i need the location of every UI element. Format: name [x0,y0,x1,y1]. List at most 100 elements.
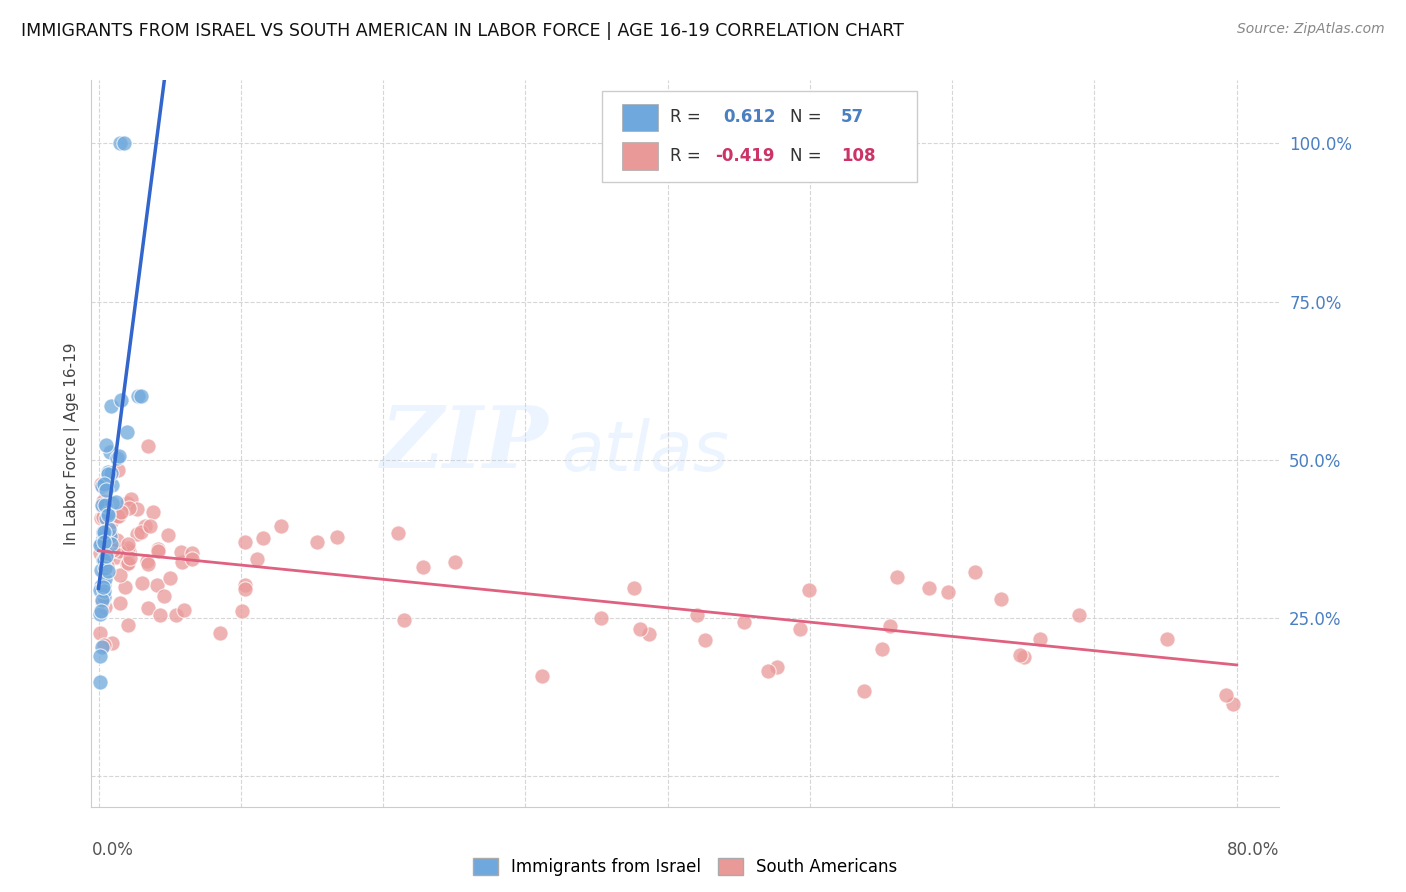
Point [105,550,128,565]
Point [94,483,117,497]
Point [965,565,987,579]
Point [233,582,256,597]
Point [107,463,129,477]
Point [89,546,111,560]
Point [136,557,159,571]
Point [852,683,875,698]
Point [134,518,156,533]
Point [96,549,118,564]
Point [97,522,120,536]
Point [96,511,118,525]
Text: 108: 108 [841,147,876,165]
Point [110,505,132,519]
Point [246,552,269,566]
Text: ZIP: ZIP [381,402,548,485]
Text: 0.0%: 0.0% [91,840,134,858]
Point [1222,698,1244,712]
Point [90,579,112,593]
Point [136,439,159,453]
Point [918,581,941,595]
Point [89,607,111,622]
Text: R =: R = [671,147,706,165]
Point [90,595,112,609]
Point [110,568,132,582]
Point [146,543,169,558]
Point [97,465,120,479]
Point [114,546,136,560]
Point [623,581,645,595]
Point [165,608,187,623]
Point [1029,632,1052,646]
Point [115,557,138,571]
Point [100,399,122,413]
Point [110,392,132,407]
Point [117,537,139,551]
Point [100,537,122,551]
Point [89,563,111,577]
Point [98,445,121,459]
Point [108,597,131,611]
Point [628,622,651,636]
Point [233,578,256,592]
Point [114,580,136,594]
Point [108,509,131,524]
Point [129,524,152,539]
Point [118,501,141,516]
Point [157,528,180,542]
Point [107,449,129,463]
Point [93,493,115,508]
Point [231,604,253,618]
Point [686,607,709,622]
Point [120,492,142,507]
Point [117,556,139,570]
Point [105,533,128,548]
Point [93,578,115,592]
Point [91,580,114,594]
Point [91,593,114,607]
Point [115,496,138,510]
Point [94,498,117,512]
Point [127,389,149,403]
Point [89,648,111,663]
Point [936,584,959,599]
Point [127,527,149,541]
Point [100,467,122,481]
Text: IMMIGRANTS FROM ISRAEL VS SOUTH AMERICAN IN LABOR FORCE | AGE 16-19 CORRELATION : IMMIGRANTS FROM ISRAEL VS SOUTH AMERICAN… [21,22,904,40]
Point [93,476,115,491]
Point [136,601,159,615]
Point [392,613,415,627]
Point [141,505,163,519]
Text: 57: 57 [841,108,865,127]
Point [127,501,149,516]
Point [90,477,112,491]
Point [100,528,122,542]
Point [208,626,231,640]
Point [789,622,811,636]
FancyBboxPatch shape [623,103,658,131]
Point [117,618,139,632]
Point [530,669,553,683]
Point [100,528,122,542]
Point [101,542,124,557]
Point [94,475,117,490]
Text: atlas: atlas [561,417,728,484]
Point [91,479,114,493]
Point [1008,648,1031,662]
Point [93,584,115,599]
Point [180,552,202,566]
Point [1012,649,1035,664]
Point [173,602,195,616]
Point [100,515,122,529]
Point [412,560,434,574]
Text: Source: ZipAtlas.com: Source: ZipAtlas.com [1237,22,1385,37]
Point [94,541,117,555]
Point [159,571,181,585]
Point [91,498,114,512]
Point [93,532,115,546]
Point [172,555,194,569]
Point [105,451,128,466]
Point [733,615,755,630]
Legend: Immigrants from Israel, South Americans: Immigrants from Israel, South Americans [467,851,904,882]
Point [1156,632,1178,646]
Point [101,478,124,492]
